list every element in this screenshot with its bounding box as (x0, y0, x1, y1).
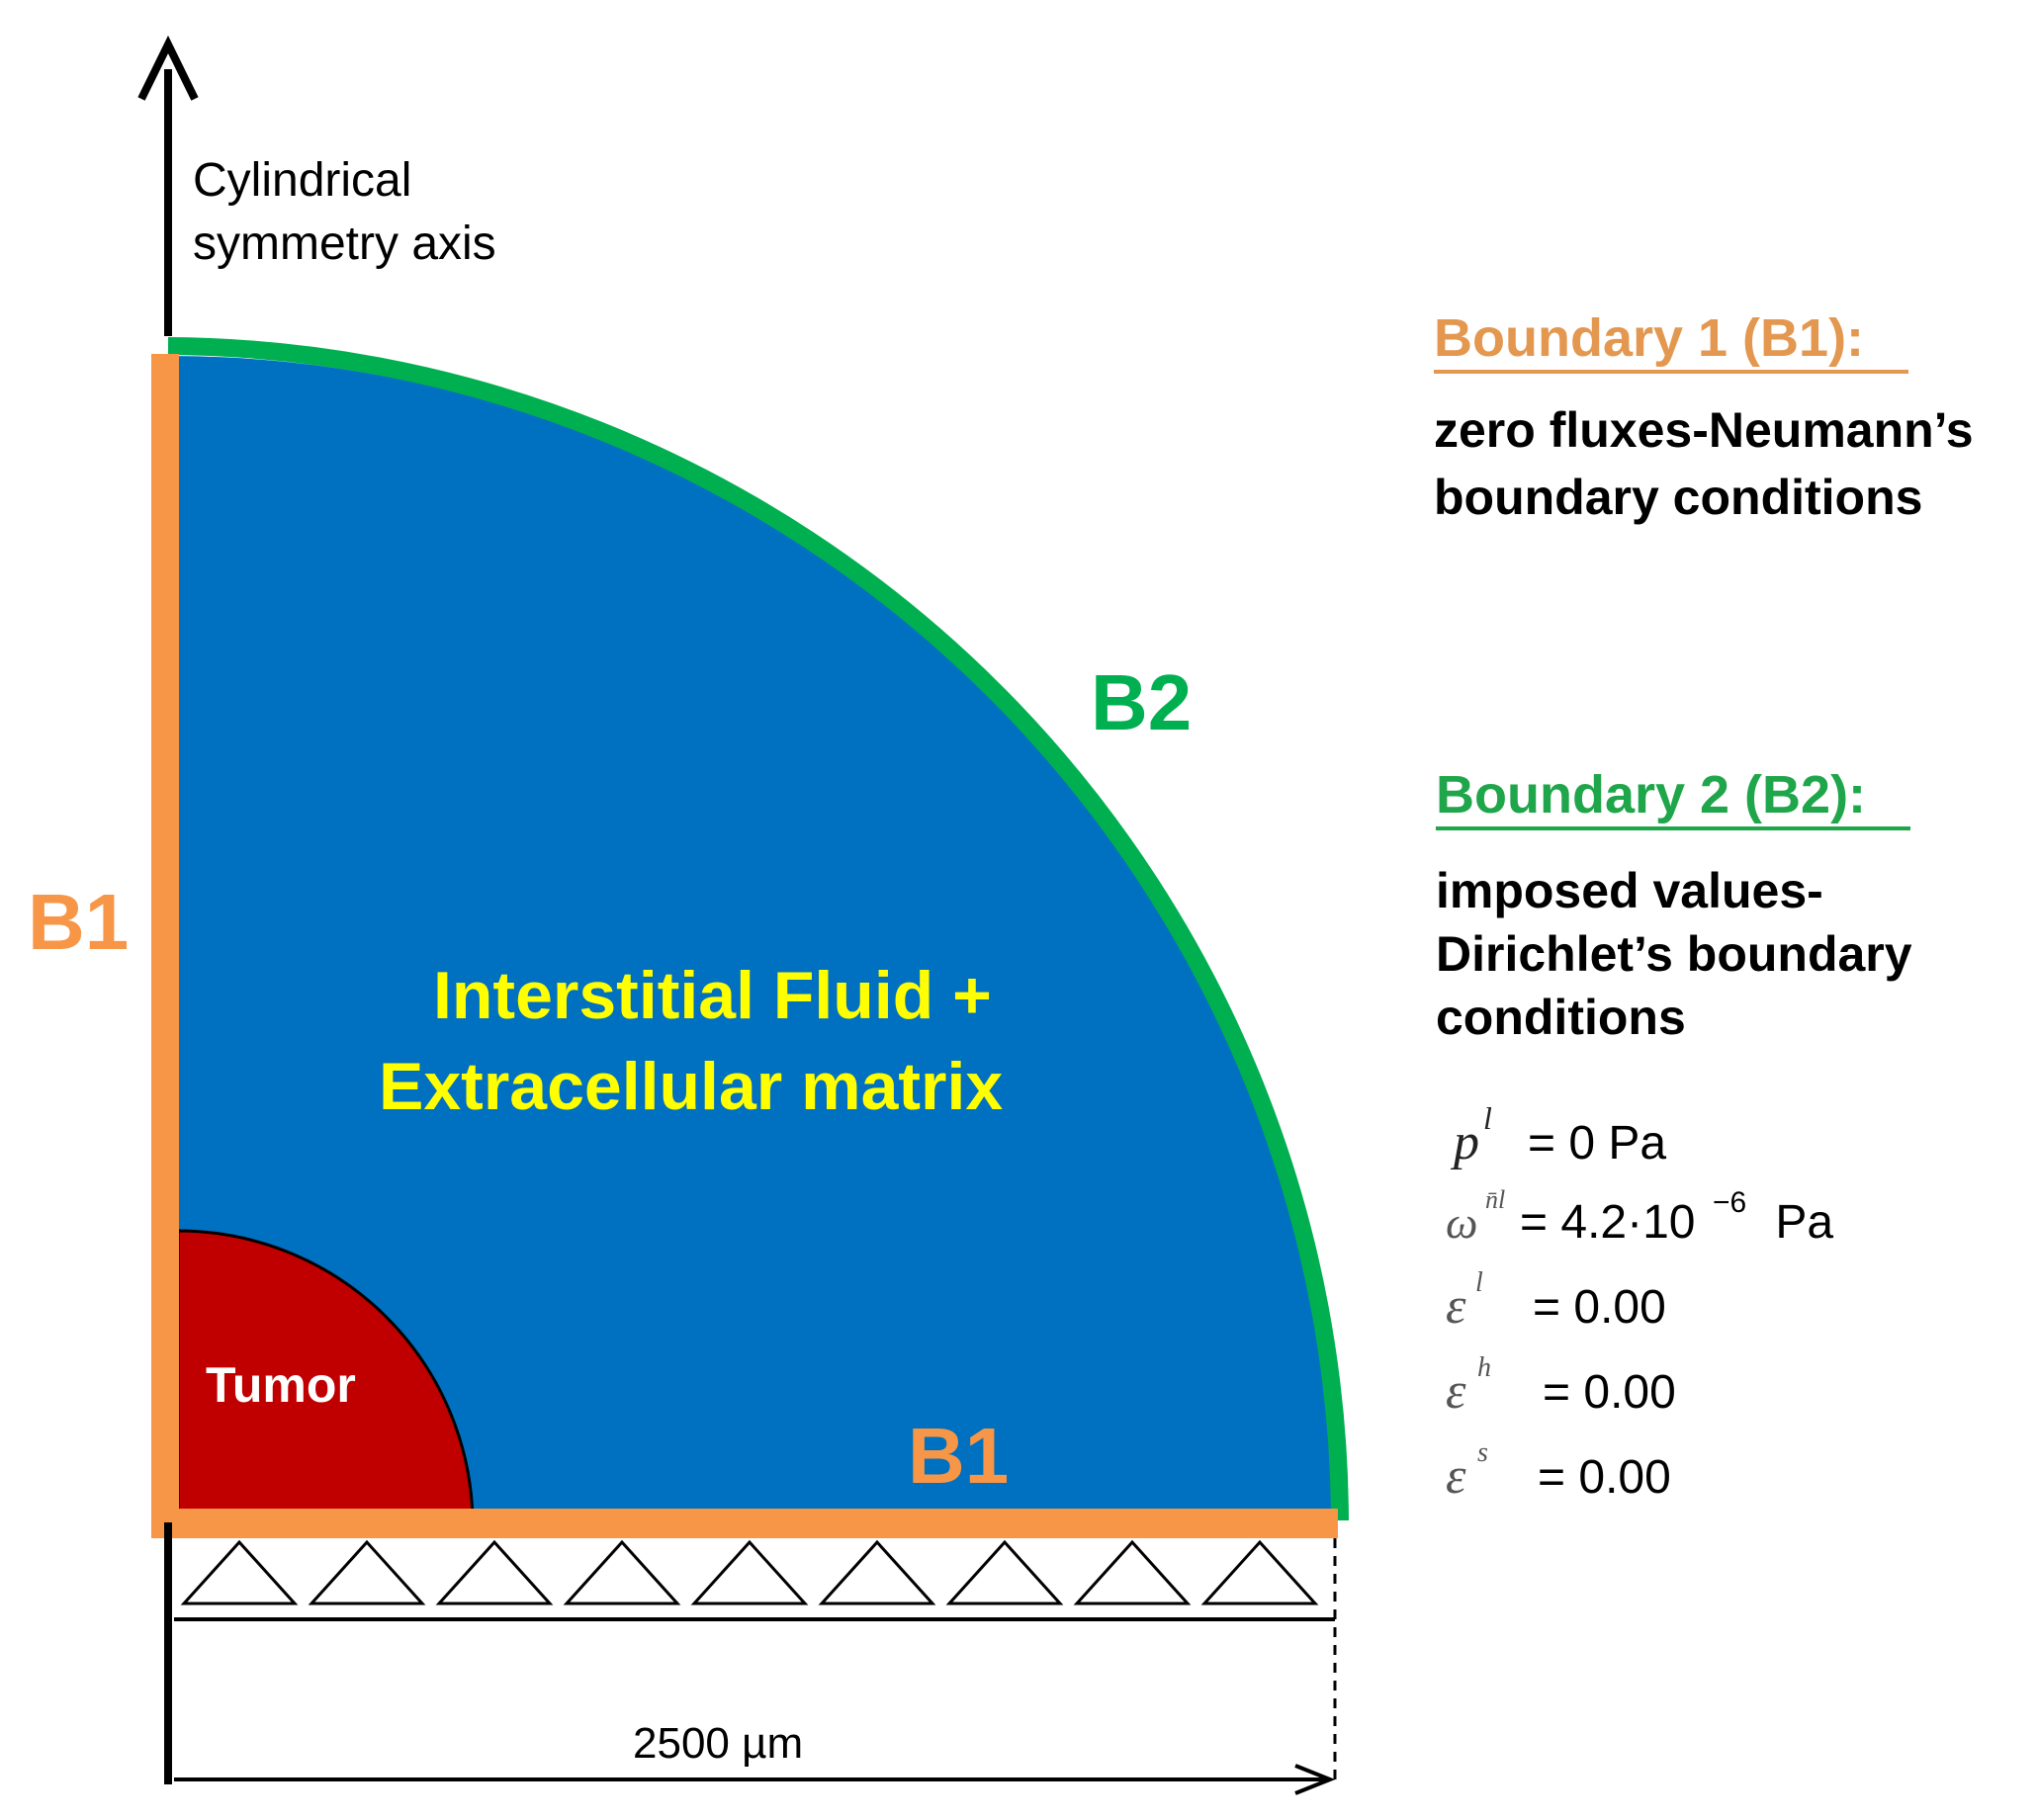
eq-eps-l-symbol: ε (1446, 1278, 1466, 1335)
eq-omega-symbol: ω (1446, 1197, 1477, 1248)
b1-bottom-label: B1 (908, 1412, 1009, 1500)
domain-label-line2: Extracellular matrix (379, 1049, 1003, 1124)
support-triangle (435, 1539, 554, 1605)
boundary2-title: Boundary 2 (B2): (1436, 765, 1866, 824)
equation-omega: ω n̄l = 4.2·10 −6 Pa (1446, 1185, 1833, 1249)
support-triangle (180, 1539, 299, 1605)
equation-eps-l: ε l = 0.00 (1446, 1267, 1666, 1335)
eq-eps-h-symbol: ε (1446, 1363, 1466, 1420)
support-triangle (1200, 1539, 1319, 1605)
symmetry-axis-arrowhead (137, 35, 199, 101)
eq-eps-h-sup: h (1477, 1352, 1491, 1383)
boundary2-desc-line3: conditions (1436, 990, 1686, 1045)
eq-omega-sup: n̄l (1485, 1185, 1505, 1214)
b2-label: B2 (1091, 658, 1192, 746)
support-triangles (180, 1539, 1319, 1605)
dimension-label: 2500 µm (633, 1719, 803, 1768)
eq-eps-s-sup: s (1477, 1437, 1488, 1468)
b1-left-label: B1 (28, 878, 129, 966)
tumor-region (176, 1229, 475, 1522)
axis-label-line1: Cylindrical (193, 154, 411, 207)
eq-omega-value: = 4.2·10 (1520, 1196, 1695, 1249)
axis-label-line2: symmetry axis (193, 217, 496, 270)
boundary2-arc (167, 337, 1349, 1521)
support-triangle (690, 1539, 809, 1605)
support-triangle (1073, 1539, 1192, 1605)
boundary2-desc-line2: Dirichlet’s boundary (1436, 926, 1912, 982)
support-triangle (818, 1539, 936, 1605)
support-triangle (308, 1539, 426, 1605)
eq-pressure-value: = 0 Pa (1528, 1117, 1666, 1170)
domain-label-line1: Interstitial Fluid + (433, 958, 992, 1033)
eq-eps-l-sup: l (1475, 1267, 1483, 1298)
equation-pressure: p l = 0 Pa (1450, 1100, 1666, 1170)
support-triangle (563, 1539, 681, 1605)
boundary1-desc-line1: zero fluxes-Neumann’s (1434, 402, 1974, 458)
eq-omega-unit: Pa (1762, 1196, 1833, 1249)
boundary2-desc-line1: imposed values- (1436, 863, 1823, 918)
equation-eps-s: ε s = 0.00 (1446, 1437, 1671, 1505)
domain-region (168, 356, 1335, 1520)
tumor-label: Tumor (206, 1357, 356, 1413)
boundary1-bottom-strip (151, 1509, 1338, 1538)
eq-omega-exp: −6 (1713, 1186, 1746, 1219)
boundary1-title: Boundary 1 (B1): (1434, 308, 1864, 368)
eq-eps-h-value: = 0.00 (1543, 1366, 1676, 1419)
dimension-arrowhead (1294, 1764, 1336, 1795)
eq-pressure-sup: l (1483, 1100, 1492, 1136)
eq-eps-s-value: = 0.00 (1538, 1451, 1671, 1504)
equation-eps-h: ε h = 0.00 (1446, 1352, 1676, 1420)
eq-pressure-symbol: p (1450, 1114, 1479, 1170)
support-triangle (945, 1539, 1064, 1605)
eq-eps-l-value: = 0.00 (1533, 1281, 1666, 1334)
boundary1-desc-line2: boundary conditions (1434, 470, 1922, 525)
boundary1-left-strip (151, 354, 179, 1522)
eq-eps-s-symbol: ε (1446, 1448, 1466, 1505)
